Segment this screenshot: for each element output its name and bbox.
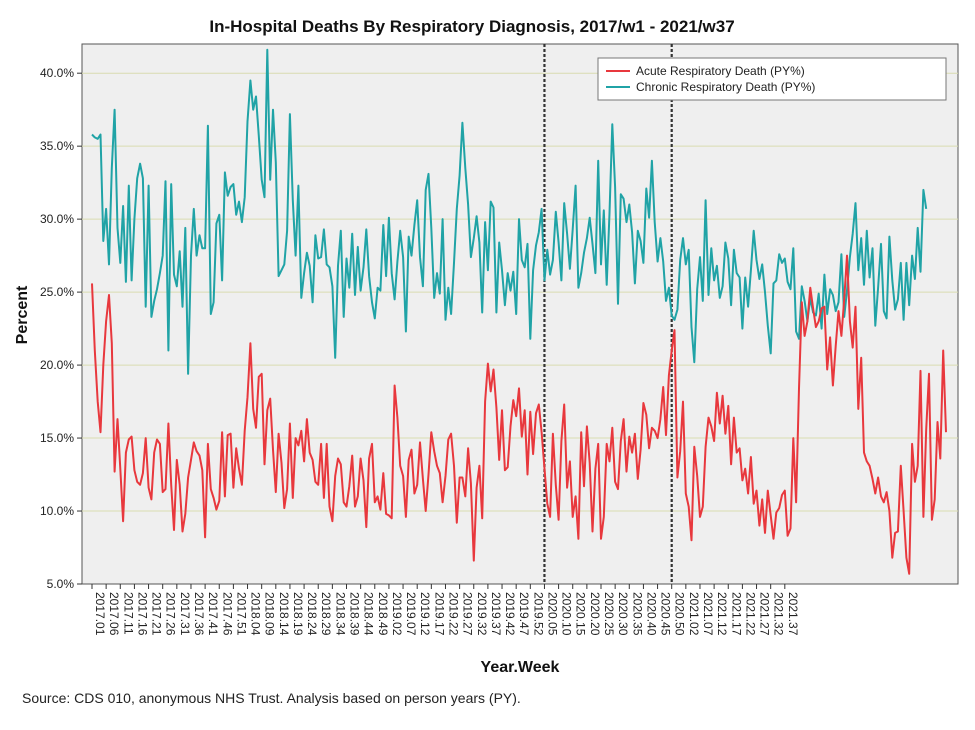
x-tick-label: 2018.39 — [348, 592, 362, 636]
y-axis: 5.0% 10.0% 15.0% 20.0% 25.0% 30.0% 35.0% 40.0% — [40, 66, 82, 591]
x-tick-label: 2020.30 — [616, 592, 630, 636]
x-tick-label: 2017.46 — [220, 592, 234, 636]
x-tick-label: 2017.36 — [192, 592, 206, 636]
x-tick-label: 2020.05 — [545, 592, 559, 636]
y-tick-label: 10.0% — [40, 504, 74, 518]
x-tick-label: 2019.32 — [475, 592, 489, 636]
x-tick-label: 2018.29 — [319, 592, 333, 636]
x-tick-label: 2018.49 — [376, 592, 390, 636]
x-tick-label: 2018.14 — [277, 592, 291, 636]
x-tick-label: 2021.02 — [687, 592, 701, 636]
legend: Acute Respiratory Death (PY%) Chronic Res… — [597, 57, 947, 101]
x-tick-label: 2018.09 — [263, 592, 277, 636]
x-tick-label: 2020.20 — [588, 592, 602, 636]
x-tick-label: 2019.17 — [432, 592, 446, 636]
legend-label: Chronic Respiratory Death (PY%) — [636, 80, 815, 94]
x-tick-label: 2017.11 — [121, 592, 135, 635]
y-tick-label: 35.0% — [40, 139, 74, 153]
x-tick-label: 2019.37 — [489, 592, 503, 636]
x-tick-label: 2018.34 — [333, 592, 347, 636]
x-tick-label: 2017.51 — [234, 592, 248, 636]
chart-title: In-Hospital Deaths By Respiratory Diagno… — [209, 17, 734, 36]
x-tick-label: 2019.22 — [446, 592, 460, 636]
x-tick-label: 2019.42 — [503, 592, 517, 636]
x-tick-label: 2021.17 — [729, 592, 743, 636]
plot-area — [81, 43, 959, 585]
x-tick-label: 2020.25 — [602, 592, 616, 636]
x-tick-label: 2017.21 — [150, 592, 164, 636]
legend-box — [597, 57, 947, 101]
legend-label: Acute Respiratory Death (PY%) — [636, 64, 805, 78]
x-tick-label: 2017.16 — [135, 592, 149, 636]
x-tick-label: 2021.07 — [701, 592, 715, 636]
x-tick-label: 2021.12 — [715, 592, 729, 636]
x-tick-label: 2021.37 — [786, 592, 800, 636]
x-tick-label: 2017.01 — [93, 592, 107, 636]
x-tick-label: 2019.12 — [418, 592, 432, 636]
y-tick-label: 15.0% — [40, 431, 74, 445]
source-note: Source: CDS 010, anonymous NHS Trust. An… — [22, 690, 521, 706]
x-tick-label: 2018.44 — [362, 592, 376, 636]
acute-series-line — [91, 254, 947, 575]
x-tick-label: 2017.26 — [164, 592, 178, 636]
x-tick-label: 2021.32 — [772, 592, 786, 636]
x-tick-label: 2019.52 — [531, 592, 545, 636]
x-tick-label: 2019.27 — [461, 592, 475, 636]
x-tick-label: 2021.27 — [758, 592, 772, 636]
x-tick-label: 2019.07 — [404, 592, 418, 636]
series-group — [91, 48, 947, 575]
x-tick-label: 2018.19 — [291, 592, 305, 636]
x-tick-label: 2017.31 — [178, 592, 192, 636]
x-tick-label: 2021.22 — [743, 592, 757, 636]
y-tick-label: 40.0% — [40, 66, 74, 80]
x-tick-label: 2020.40 — [644, 592, 658, 636]
y-tick-label: 20.0% — [40, 358, 74, 372]
y-tick-label: 30.0% — [40, 212, 74, 226]
x-tick-label: 2020.50 — [673, 592, 687, 636]
y-tick-label: 25.0% — [40, 285, 74, 299]
y-tick-label: 5.0% — [47, 577, 75, 591]
x-tick-label: 2018.04 — [249, 592, 263, 636]
x-tick-label: 2018.24 — [305, 592, 319, 636]
x-tick-label: 2019.02 — [390, 592, 404, 636]
x-tick-label: 2017.06 — [107, 592, 121, 636]
x-tick-label: 2019.47 — [517, 592, 531, 636]
x-tick-label: 2020.10 — [560, 592, 574, 636]
chronic-series-line — [91, 48, 928, 375]
x-axis-label: Year.Week — [481, 659, 560, 676]
y-axis-label: Percent — [14, 285, 31, 344]
x-tick-label: 2020.45 — [659, 592, 673, 636]
x-tick-label: 2020.35 — [630, 592, 644, 636]
x-tick-label: 2017.41 — [206, 592, 220, 636]
x-axis: 2017.01 2017.06 2017.11 2017.16 2017.21 2017.… — [91, 584, 800, 636]
x-tick-label: 2020.15 — [574, 592, 588, 636]
